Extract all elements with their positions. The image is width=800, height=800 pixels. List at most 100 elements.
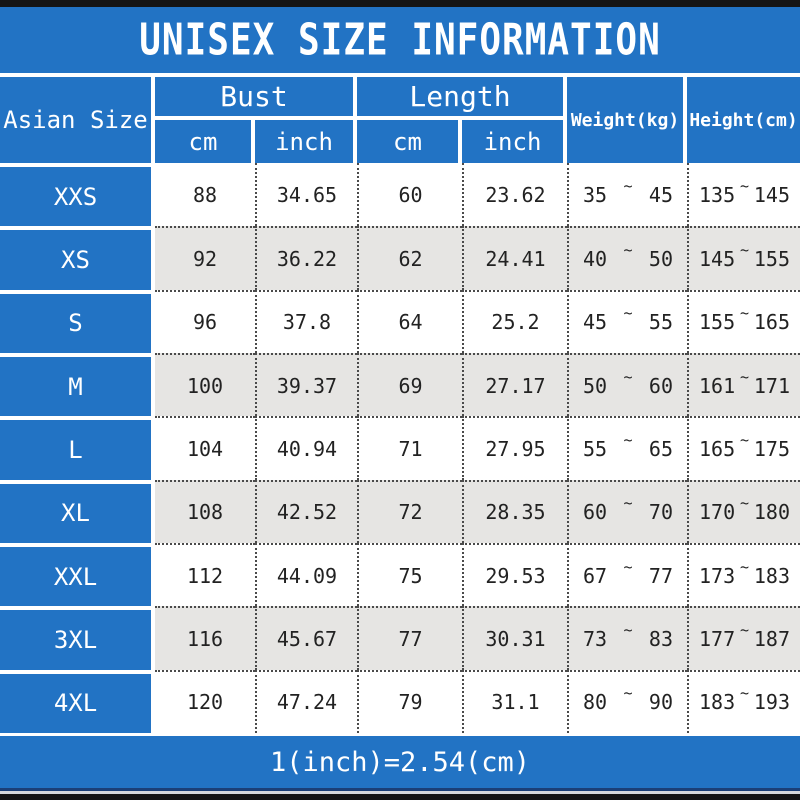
column-header-length-inch: inch [462, 120, 567, 163]
range-max: 175 [753, 436, 790, 461]
top-border-bar [0, 0, 800, 7]
header-sub-row: cm inch cm inch [0, 120, 800, 163]
title-band: UNISEX SIZE INFORMATION [0, 7, 800, 73]
range-separator: ~ [623, 430, 633, 449]
size-label: 4XL [0, 669, 155, 733]
range-min: 45 [583, 310, 608, 335]
range-max: 70 [648, 500, 673, 525]
length-inch-value: 30.31 [462, 606, 567, 670]
table-row-xxs: XXS 88 34.65 60 23.62 35 ~45 135 ~145 [0, 163, 800, 227]
title-divider [0, 73, 800, 77]
range-separator: ~ [623, 620, 633, 639]
length-cm-value: 64 [357, 289, 462, 353]
length-cm-value: 79 [357, 669, 462, 733]
bust-inch-value: 36.22 [255, 226, 357, 290]
weight-range: 35 ~45 [567, 163, 687, 227]
range-separator: ~ [623, 304, 633, 323]
range-max: 90 [648, 690, 673, 715]
length-inch-value: 27.17 [462, 352, 567, 417]
range-min: 177 [699, 626, 736, 651]
height-range: 145 ~155 [687, 226, 800, 290]
bottom-border-bar [0, 794, 800, 800]
weight-range: 67 ~77 [567, 542, 687, 607]
bust-inch-value: 34.65 [255, 163, 357, 227]
height-range: 170 ~180 [687, 479, 800, 543]
bust-cm-value: 104 [155, 416, 255, 480]
range-separator: ~ [623, 176, 633, 195]
table-row-xs: XS 92 36.22 62 24.41 40 ~50 145 ~155 [0, 226, 800, 290]
table-row-3xl: 3XL 116 45.67 77 30.31 73 ~83 177 ~187 [0, 606, 800, 670]
range-max: 50 [648, 246, 673, 271]
size-label: 3XL [0, 606, 155, 670]
length-cm-value: 62 [357, 226, 462, 290]
bust-inch-value: 37.8 [255, 289, 357, 353]
range-separator: ~ [623, 240, 633, 259]
weight-range: 40 ~50 [567, 226, 687, 290]
page-title: UNISEX SIZE INFORMATION [139, 15, 661, 65]
range-min: 173 [699, 563, 736, 588]
weight-range: 50 ~60 [567, 352, 687, 417]
size-label: XXL [0, 542, 155, 607]
range-separator: ~ [739, 557, 750, 576]
size-table-area: Asian Size Bust Length Weight(kg) Height… [0, 77, 800, 733]
range-min: 50 [583, 373, 608, 398]
bust-cm-value: 116 [155, 606, 255, 670]
range-max: 155 [753, 246, 790, 271]
length-cm-value: 77 [357, 606, 462, 670]
footer-band: 1(inch)=2.54(cm) [0, 733, 800, 788]
range-max: 171 [753, 373, 790, 398]
length-inch-value: 24.41 [462, 226, 567, 290]
range-separator: ~ [739, 684, 750, 703]
size-table: Asian Size Bust Length Weight(kg) Height… [0, 77, 800, 733]
range-separator: ~ [623, 494, 633, 513]
table-row-m: M 100 39.37 69 27.17 50 ~60 161 ~171 [0, 352, 800, 417]
range-separator: ~ [623, 684, 633, 703]
footer-light-line [0, 791, 800, 794]
column-header-weight: Weight(kg) [567, 77, 687, 163]
header-group-row: Asian Size Bust Length Weight(kg) Height… [0, 77, 800, 163]
weight-range: 80 ~90 [567, 669, 687, 733]
size-label: XXS [0, 163, 155, 227]
range-max: 77 [648, 563, 673, 588]
range-max: 187 [753, 626, 790, 651]
bust-cm-value: 108 [155, 479, 255, 543]
column-header-bust: Bust [155, 77, 357, 120]
table-row-s: S 96 37.8 64 25.2 45 ~55 155 ~165 [0, 289, 800, 353]
length-inch-value: 29.53 [462, 542, 567, 607]
height-range: 135 ~145 [687, 163, 800, 227]
length-inch-value: 27.95 [462, 416, 567, 480]
height-range: 177 ~187 [687, 606, 800, 670]
column-header-height: Height(cm) [687, 77, 800, 163]
range-separator: ~ [739, 304, 750, 323]
height-range: 161 ~171 [687, 352, 800, 417]
bust-inch-value: 45.67 [255, 606, 357, 670]
range-min: 161 [699, 373, 736, 398]
table-row-4xl: 4XL 120 47.24 79 31.1 80 ~90 183 ~193 [0, 669, 800, 733]
length-inch-value: 31.1 [462, 669, 567, 733]
table-row-l: L 104 40.94 71 27.95 55 ~65 165 ~175 [0, 416, 800, 480]
range-separator: ~ [739, 367, 750, 386]
range-min: 55 [583, 436, 608, 461]
range-min: 145 [699, 246, 736, 271]
range-separator: ~ [623, 367, 633, 386]
height-range: 173 ~183 [687, 542, 800, 607]
bust-cm-value: 100 [155, 352, 255, 417]
footer-accent-line [0, 788, 800, 791]
size-label: XS [0, 226, 155, 290]
range-min: 170 [699, 500, 736, 525]
weight-range: 60 ~70 [567, 479, 687, 543]
size-label: XL [0, 479, 155, 543]
bust-inch-value: 40.94 [255, 416, 357, 480]
range-min: 165 [699, 436, 736, 461]
range-separator: ~ [739, 430, 750, 449]
column-header-bust-cm: cm [155, 120, 255, 163]
bust-cm-value: 112 [155, 542, 255, 607]
column-header-length: Length [357, 77, 567, 120]
range-separator: ~ [623, 557, 633, 576]
bust-inch-value: 39.37 [255, 352, 357, 417]
length-inch-value: 28.35 [462, 479, 567, 543]
length-cm-value: 69 [357, 352, 462, 417]
range-min: 73 [583, 626, 608, 651]
height-range: 165 ~175 [687, 416, 800, 480]
